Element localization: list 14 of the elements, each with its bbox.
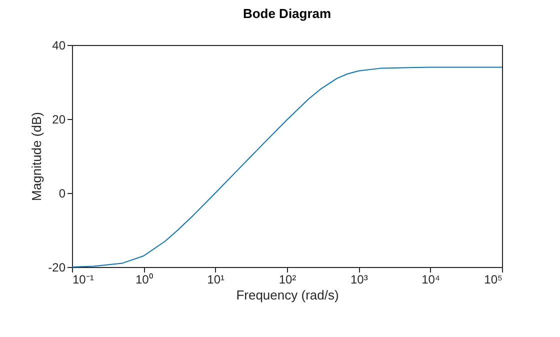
chart-title: Bode Diagram xyxy=(242,6,332,21)
y-tick-label: 0 xyxy=(58,186,66,200)
x-axis-title: Frequency (rad/s) xyxy=(236,288,339,302)
y-tick-label: 20 xyxy=(52,112,66,126)
y-tick-label: 40 xyxy=(52,38,66,52)
x-tick-label: 10⁻¹ xyxy=(72,272,94,286)
x-tick-label: 10⁰ xyxy=(135,272,153,286)
x-tick-label: 10³ xyxy=(350,272,368,286)
x-tick-label: 10² xyxy=(278,272,296,286)
x-tick-label: 10¹ xyxy=(207,272,225,286)
x-tick-label: 10⁴ xyxy=(422,272,440,286)
y-tick-label: -20 xyxy=(48,260,66,274)
y-axis-title: Magnitude (dB) xyxy=(29,112,44,201)
x-tick-label: 10⁵ xyxy=(484,272,503,286)
